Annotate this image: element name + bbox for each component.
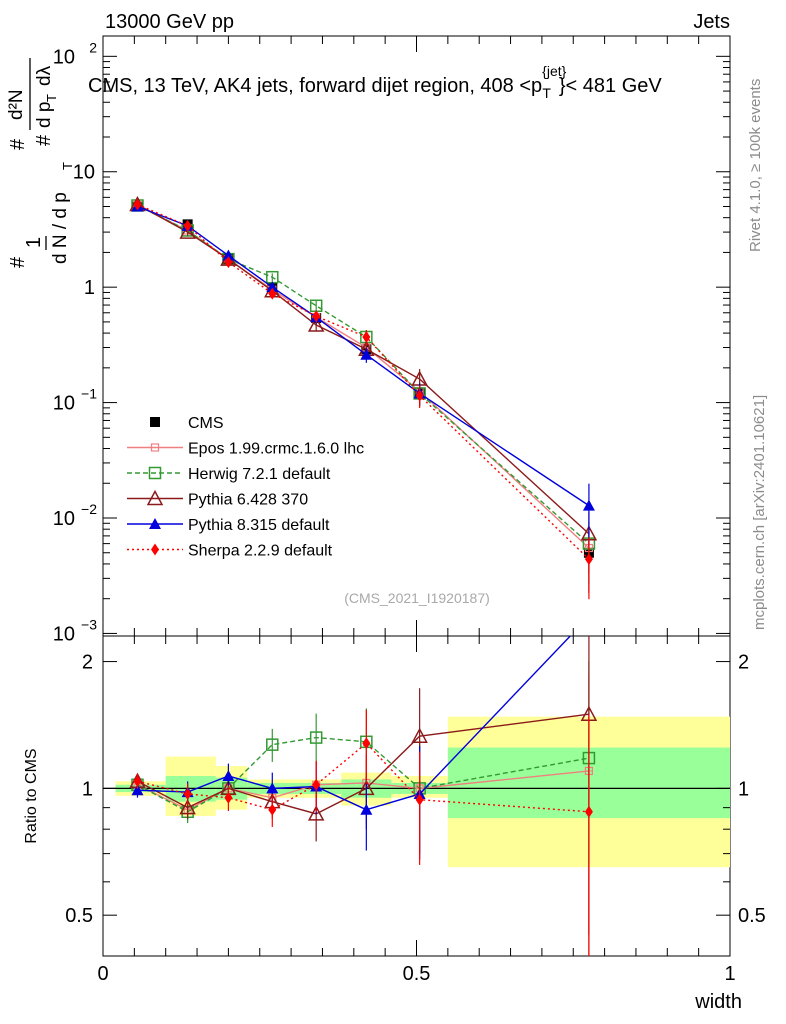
rivet-version-label: Rivet 4.1.0, ≥ 100k events — [747, 79, 764, 252]
x-tick-label: 1 — [724, 963, 735, 985]
main-y-tick-label: 10 — [53, 46, 75, 68]
legend-marker-pythia8 — [149, 518, 161, 529]
ratio-point-sherpa — [362, 737, 371, 750]
plot-title: CMS, 13 TeV, AK4 jets, forward dijet reg… — [88, 63, 662, 101]
analysis-watermark: (CMS_2021_I1920187) — [344, 590, 490, 606]
main-point-sherpa — [362, 331, 371, 344]
ratio-point-herwig — [309, 731, 323, 744]
ratio-point-pythia6 — [179, 799, 196, 815]
main-point-sherpa — [584, 553, 593, 566]
ratio-y-tick-label: 0.5 — [65, 905, 93, 927]
legend-label-sherpa: Sherpa 2.2.9 default — [188, 543, 333, 560]
main-y-tick-exponent: −3 — [81, 616, 97, 632]
ratio-point-sherpa — [183, 787, 192, 800]
category-label: Jets — [693, 11, 730, 33]
x-tick-label: 0 — [97, 963, 108, 985]
legend-marker-pythia6 — [146, 489, 164, 506]
ratio-point-pythia8 — [266, 782, 279, 794]
ratio-point-pythia8 — [360, 803, 373, 815]
ratio-point-sherpa — [415, 793, 424, 806]
ratio-point-sherpa — [268, 803, 277, 816]
x-tick-label: 0.5 — [403, 963, 431, 985]
main-point-pythia8 — [266, 281, 279, 293]
legend-marker-cms — [150, 417, 160, 427]
ratio-point-herwig — [266, 738, 279, 751]
main-point-pythia8 — [360, 348, 373, 360]
svg-text:#: # — [7, 256, 29, 268]
legend-label-epos: Epos 1.99.crmc.1.6.0 lhc — [188, 441, 364, 458]
svg-text:1: 1 — [23, 237, 45, 248]
main-y-axis-label: # 1 d N / d p T # d²N # d p T dλ — [6, 58, 75, 268]
main-point-sherpa — [415, 389, 424, 402]
main-y-tick-label: 10 — [73, 162, 95, 184]
ratio-y-tick-label: 1 — [82, 778, 93, 800]
ratio-y-tick-label-right: 1 — [738, 778, 749, 800]
main-y-tick-label: 10 — [53, 508, 75, 530]
ratio-series-line-pythia8 — [137, 636, 572, 811]
main-series-line-pythia8 — [137, 205, 590, 507]
legend-marker-herwig — [148, 466, 162, 480]
energy-label: 13000 GeV pp — [105, 11, 234, 33]
legend-label-herwig: Herwig 7.2.1 default — [188, 466, 331, 483]
legend-label-pythia6: Pythia 6.428 370 — [188, 492, 308, 509]
main-y-tick-label: 1 — [84, 277, 95, 299]
svg-text:d²N: d²N — [6, 89, 27, 120]
ratio-y-axis-label: Ratio to CMS — [23, 748, 40, 843]
ratio-point-sherpa — [224, 791, 233, 804]
svg-text:d N / d p: d N / d p — [50, 192, 71, 264]
svg-text:#: # — [7, 138, 29, 150]
ratio-point-sherpa — [584, 805, 593, 818]
main-y-tick-exponent: 2 — [89, 39, 97, 55]
main-point-pythia6 — [307, 316, 325, 332]
svg-text:dλ: dλ — [34, 65, 55, 86]
ratio-point-pythia6 — [411, 727, 428, 743]
ratio-y-tick-label-right: 2 — [738, 652, 749, 674]
main-point-sherpa — [268, 287, 277, 300]
main-point-pythia6 — [179, 223, 196, 239]
main-point-sherpa — [312, 310, 321, 323]
legend-label-cms: CMS — [188, 415, 224, 432]
legend-label-pythia8: Pythia 8.315 default — [188, 517, 330, 534]
ratio-series-line-pythia6 — [137, 713, 590, 815]
main-series-line-herwig — [137, 204, 590, 545]
svg-text:T: T — [44, 94, 59, 102]
svg-text:T: T — [60, 162, 75, 170]
main-point-sherpa — [133, 198, 142, 211]
main-y-tick-label: 10 — [53, 623, 75, 645]
main-point-sherpa — [224, 256, 233, 269]
x-axis-label: width — [694, 991, 742, 1013]
ratio-point-pythia8 — [131, 784, 144, 796]
main-point-sherpa — [183, 219, 192, 232]
ratio-point-sherpa — [312, 778, 321, 791]
ratio-point-pythia6 — [307, 805, 325, 821]
svg-text:d p: d p — [34, 102, 55, 128]
ratio-point-pythia8 — [222, 769, 235, 781]
legend-marker-sherpa — [151, 543, 159, 556]
mcplots-label: mcplots.cern.ch [arXiv:2401.10621] — [751, 395, 768, 630]
main-y-tick-label: 10 — [53, 393, 75, 415]
ratio-series-line-herwig — [137, 736, 590, 813]
main-point-pythia8 — [582, 499, 595, 511]
svg-text:#: # — [33, 134, 55, 146]
ratio-y-tick-label-right: 0.5 — [738, 905, 766, 927]
main-y-tick-exponent: −2 — [81, 501, 97, 517]
ratio-y-tick-label: 2 — [82, 652, 93, 674]
ratio-point-sherpa — [133, 775, 142, 788]
ratio-series-line-epos — [137, 770, 589, 811]
main-y-tick-exponent: −1 — [81, 386, 97, 402]
main-point-pythia8 — [222, 249, 235, 261]
